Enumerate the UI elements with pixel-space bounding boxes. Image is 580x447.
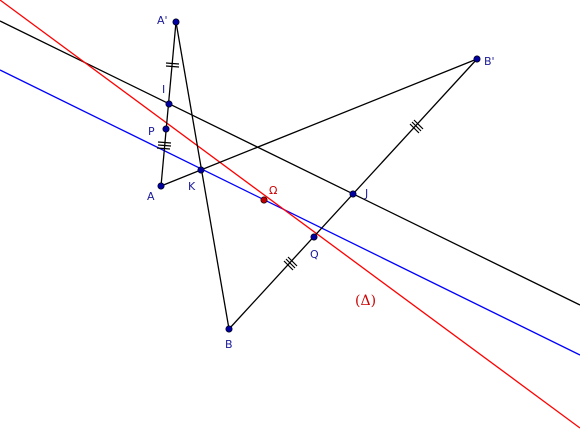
- line-ij: [0, 20, 580, 306]
- label-j: J: [364, 187, 368, 200]
- point-i[interactable]: [165, 100, 173, 108]
- tick-mark: [165, 62, 180, 65]
- tick-mark: [157, 141, 172, 144]
- label-line-delta: (Δ): [355, 293, 376, 309]
- label-k: K: [188, 180, 196, 193]
- label-i: I: [162, 83, 165, 96]
- label-b-prime: B': [484, 55, 495, 68]
- label-omega: Ω: [269, 184, 277, 197]
- tick-mark: [157, 144, 172, 147]
- segment-a-bprime: [160, 58, 478, 187]
- tick-mark: [156, 147, 171, 150]
- point-p[interactable]: [162, 125, 170, 133]
- point-j[interactable]: [349, 190, 357, 198]
- tick-mark: [283, 260, 294, 271]
- point-a-prime[interactable]: [172, 18, 180, 26]
- line-pq: [0, 69, 580, 356]
- point-q[interactable]: [310, 233, 318, 241]
- label-a-prime: A': [157, 14, 168, 27]
- label-b: B: [225, 338, 233, 351]
- point-b-prime[interactable]: [473, 55, 481, 63]
- point-b[interactable]: [225, 325, 233, 333]
- line-delta: [0, 0, 580, 429]
- equal-length-tick-marks: [156, 62, 424, 271]
- tick-mark: [413, 119, 424, 130]
- point-omega[interactable]: [260, 196, 268, 204]
- tick-mark: [409, 123, 420, 134]
- tick-mark: [285, 258, 296, 269]
- tick-mark: [287, 256, 298, 267]
- tick-mark: [411, 121, 422, 132]
- label-p: P: [148, 125, 155, 138]
- segment-aprime-b: [175, 21, 230, 330]
- label-q: Q: [310, 248, 319, 261]
- point-a[interactable]: [157, 182, 165, 190]
- tick-mark: [165, 65, 180, 68]
- point-k[interactable]: [197, 166, 205, 174]
- label-a: A: [147, 190, 155, 203]
